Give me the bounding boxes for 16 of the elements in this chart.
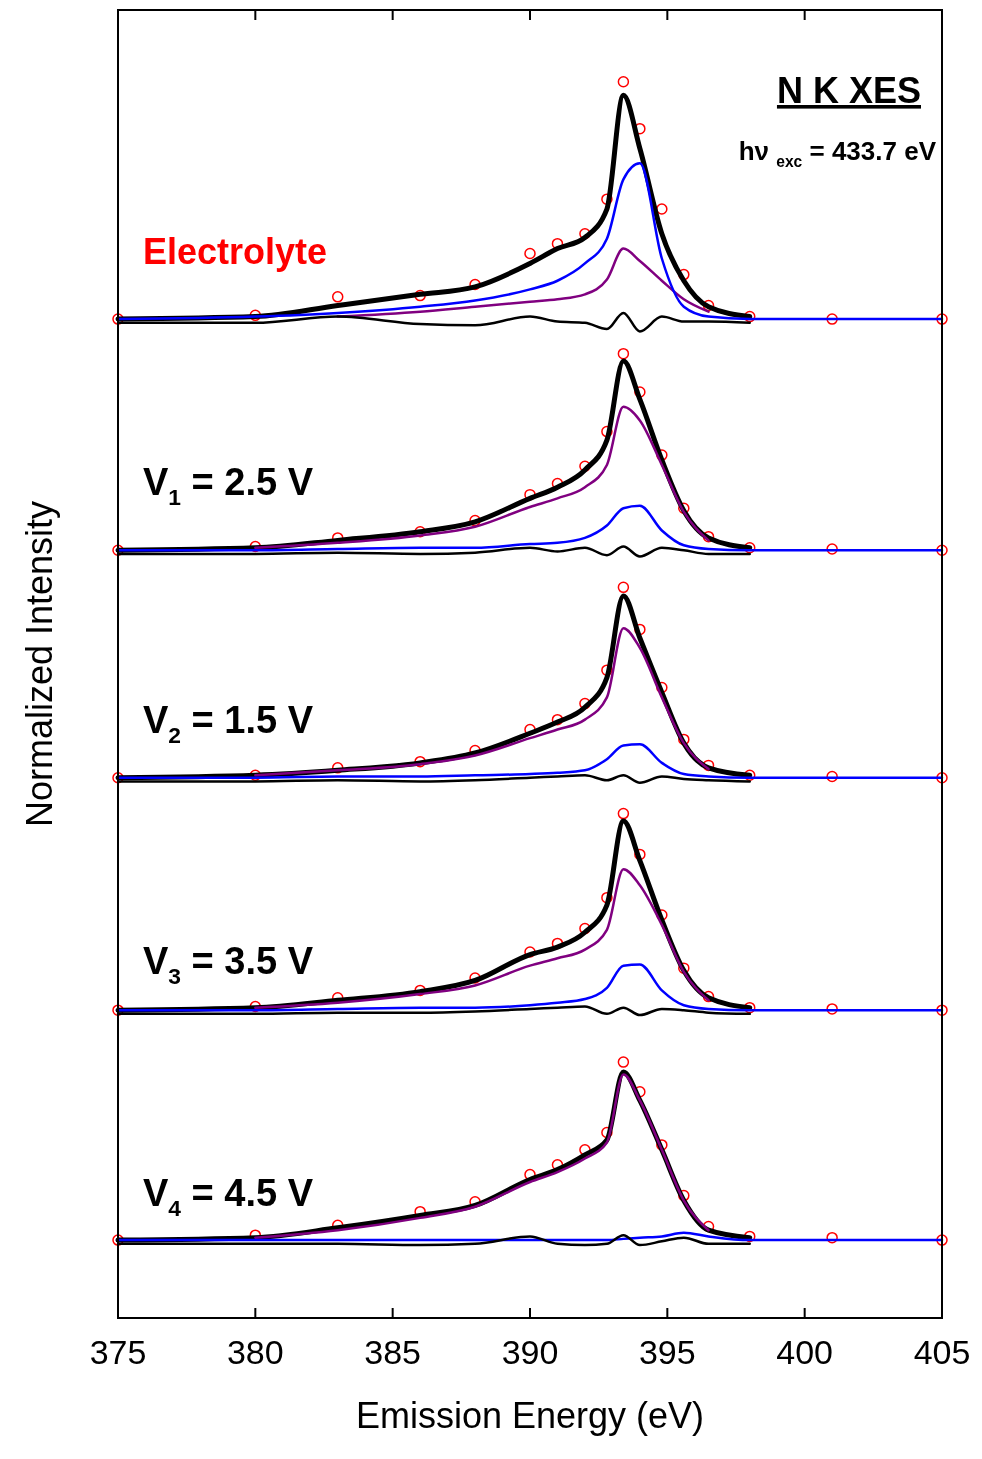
x-tick-label: 390 bbox=[501, 1333, 559, 1371]
x-tick-label: 385 bbox=[364, 1333, 422, 1371]
x-tick-label: 395 bbox=[638, 1333, 696, 1371]
annotation: V$_{3}$ = 3.5 V bbox=[143, 940, 314, 990]
annotation: V$_{1}$ = 2.5 V bbox=[143, 461, 314, 511]
annotation: Electrolyte bbox=[143, 231, 328, 272]
x-tick-label: 375 bbox=[89, 1333, 147, 1371]
x-tick-label: 400 bbox=[776, 1333, 834, 1371]
x-tick-label: 380 bbox=[226, 1333, 284, 1371]
annotation: N K XES bbox=[776, 70, 921, 111]
x-tick-label: 405 bbox=[913, 1333, 971, 1371]
y-axis-title: Normalized Intensity bbox=[19, 500, 60, 828]
annotation: V$_{2}$ = 1.5 V bbox=[143, 699, 314, 749]
annotation: hν $_{exc}$ = 433.7 eV bbox=[738, 136, 937, 171]
annotation: V$_{4}$ = 4.5 V bbox=[143, 1172, 314, 1222]
x-axis-title: Emission Energy (eV) bbox=[355, 1395, 705, 1436]
